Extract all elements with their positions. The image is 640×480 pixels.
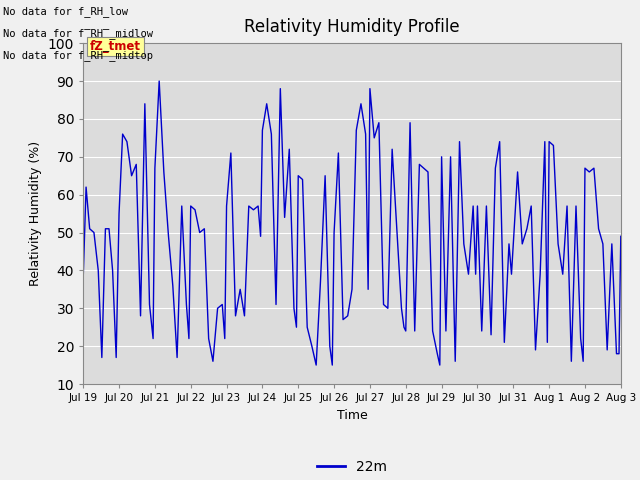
Text: No data for f_RH̅_midtop: No data for f_RH̅_midtop [3, 49, 153, 60]
Title: Relativity Humidity Profile: Relativity Humidity Profile [244, 18, 460, 36]
Y-axis label: Relativity Humidity (%): Relativity Humidity (%) [29, 141, 42, 286]
Legend: 22m: 22m [312, 454, 392, 480]
Text: No data for f̅RH̅_midlow: No data for f̅RH̅_midlow [3, 28, 153, 39]
Text: No data for f_RH_low: No data for f_RH_low [3, 6, 128, 17]
X-axis label: Time: Time [337, 408, 367, 421]
Text: fZ_tmet: fZ_tmet [90, 40, 141, 53]
